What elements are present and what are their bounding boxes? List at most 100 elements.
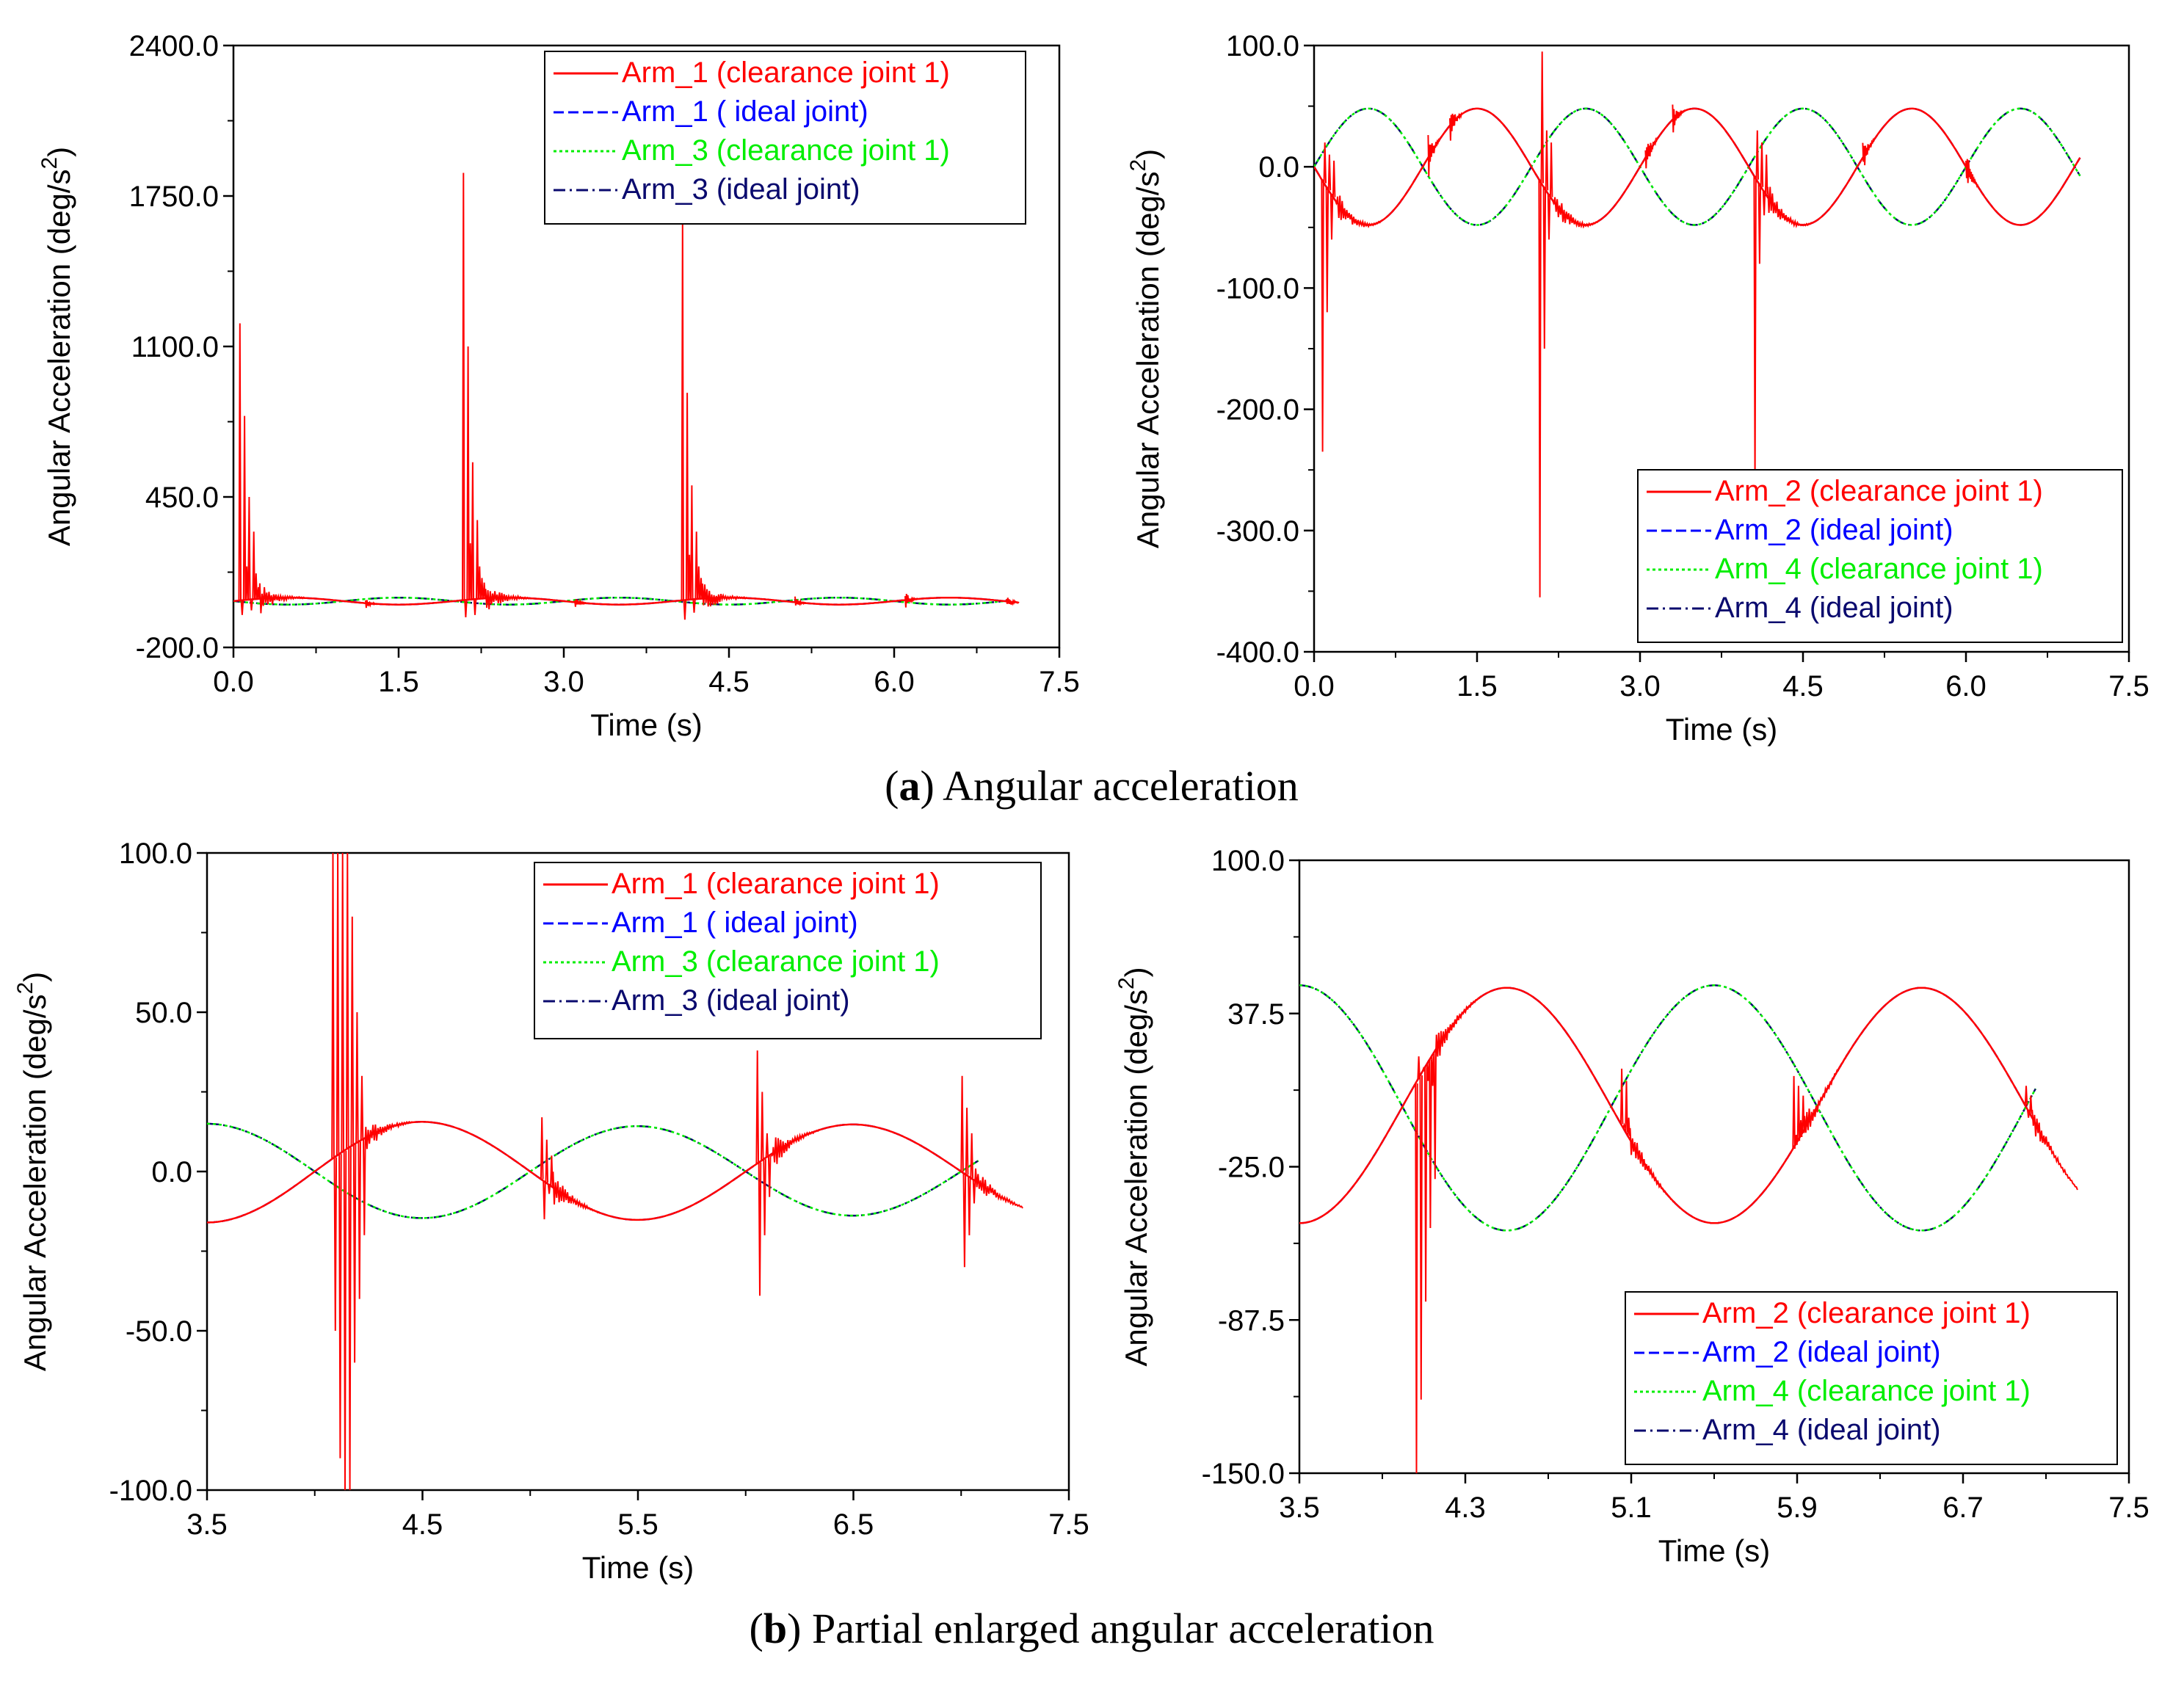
legend: Arm_1 (clearance joint 1) Arm_1 ( ideal j…	[534, 862, 1042, 1039]
y-tick-label: -200.0	[136, 632, 219, 664]
y-tick-label: 100.0	[1211, 845, 1285, 877]
impact-spike	[1415, 995, 1482, 1473]
series-group	[233, 172, 1020, 620]
x-tick-label: 1.5	[378, 666, 419, 698]
impact-spike	[238, 323, 305, 615]
y-tick-label: 37.5	[1227, 998, 1285, 1031]
small-disturbance	[1006, 597, 1020, 606]
y-axis-label: Angular Acceleration (deg/s2)	[37, 147, 76, 546]
legend-label: Arm_4 (ideal joint)	[1702, 1414, 1941, 1446]
impact-spike	[1538, 51, 1600, 597]
legend-label: Arm_3 (ideal joint)	[612, 984, 850, 1017]
x-tick-label: 5.9	[1777, 1492, 1818, 1524]
x-tick-label: 6.0	[874, 666, 915, 698]
series-group	[1314, 51, 2081, 597]
series-group	[207, 853, 1023, 1490]
caption-b-text: Partial enlarged angular acceleration	[801, 1605, 1434, 1652]
legend-label: Arm_2 (ideal joint)	[1702, 1336, 1941, 1368]
y-tick-label: -300.0	[1216, 515, 1299, 548]
impact-spike	[755, 1050, 821, 1296]
legend: Arm_2 (clearance joint 1) Arm_2 (ideal jo…	[1637, 469, 2123, 643]
y-tick-label: -150.0	[1202, 1458, 1285, 1490]
x-tick-label: 3.5	[186, 1508, 228, 1541]
chart-a-left: -200.0 450.0 1100.0 1750.0 2400.0 0.0 1.5 3.0 4.…	[37, 30, 1080, 742]
impact-spike	[462, 172, 532, 618]
x-tick-label: 3.0	[543, 666, 584, 698]
y-tick-label: -100.0	[1216, 272, 1299, 305]
y-tick-label: 450.0	[145, 482, 219, 514]
impact-spike	[960, 1075, 1023, 1268]
series-line	[207, 1122, 979, 1219]
x-tick-label: 4.5	[1782, 670, 1824, 702]
caption-a-letter: a	[899, 762, 921, 810]
chart-a-right: -400.0 -300.0 -200.0 -100.0 0.0 100.0 0.0 1.5 3.…	[1126, 30, 2149, 747]
series-line	[233, 596, 1010, 606]
x-tick-label: 3.0	[1619, 670, 1661, 702]
series-line	[233, 596, 1010, 606]
x-tick-label: 6.5	[833, 1508, 874, 1541]
y-tick-label: 1750.0	[129, 181, 219, 213]
x-tick-label: 4.5	[402, 1508, 443, 1541]
y-axis-label: Angular Acceleration (deg/s2)	[13, 972, 52, 1371]
caption-b-letter: b	[763, 1605, 787, 1652]
y-tick-label: 0.0	[151, 1156, 192, 1188]
small-disturbance	[1862, 137, 1876, 166]
small-disturbance	[1427, 134, 1441, 176]
series-group	[1299, 984, 2078, 1473]
y-tick-label: 1100.0	[131, 331, 219, 363]
small-disturbance	[1644, 137, 1658, 169]
legend-label: Arm_4 (clearance joint 1)	[1702, 1375, 2031, 1407]
y-tick-label: -50.0	[126, 1315, 192, 1348]
small-disturbance	[1965, 159, 1979, 189]
y-axis-label: Angular Acceleration (deg/s2)	[1126, 149, 1165, 548]
x-axis-label: Time (s)	[1666, 712, 1777, 747]
impact-spike	[331, 853, 413, 1490]
y-tick-label: -100.0	[109, 1475, 192, 1507]
legend-label: Arm_2 (ideal joint)	[1715, 514, 1953, 546]
series-line	[1314, 107, 2081, 226]
small-disturbance	[574, 598, 588, 607]
x-tick-label: 4.5	[708, 666, 750, 698]
legend-box	[544, 51, 1026, 225]
y-tick-label: 0.0	[1258, 151, 1299, 184]
legend-label: Arm_1 (clearance joint 1)	[622, 57, 950, 89]
y-tick-label: 2400.0	[129, 30, 219, 62]
x-tick-label: 6.7	[1942, 1492, 1984, 1524]
chart-b-left: -100.0 -50.0 0.0 50.0 100.0 3.5 4.5 5.5 6.5 7.5 Ti…	[13, 838, 1089, 1585]
legend: Arm_1 (clearance joint 1) Arm_1 ( ideal j…	[544, 51, 1026, 225]
y-tick-label: -87.5	[1218, 1304, 1285, 1337]
legend: Arm_2 (clearance joint 1) Arm_2 (ideal jo…	[1625, 1291, 2118, 1465]
legend-label: Arm_1 ( ideal joint)	[612, 907, 858, 939]
legend-label: Arm_1 ( ideal joint)	[622, 95, 868, 128]
caption-a: (a) Angular acceleration	[885, 762, 1299, 810]
x-axis-label: Time (s)	[1658, 1533, 1770, 1568]
impact-spike	[1619, 1068, 1677, 1205]
series-line	[1314, 107, 2081, 226]
x-tick-label: 5.1	[1611, 1492, 1652, 1524]
caption-b: (b) Partial enlarged angular acceleratio…	[750, 1605, 1434, 1652]
x-tick-label: 5.5	[617, 1508, 659, 1541]
impact-spike	[540, 1117, 601, 1220]
small-disturbance	[365, 600, 379, 609]
x-axis-label: Time (s)	[582, 1550, 694, 1585]
caption-a-text: Angular acceleration	[935, 762, 1299, 810]
legend-label: Arm_1 (clearance joint 1)	[612, 868, 940, 900]
y-tick-label: -200.0	[1216, 394, 1299, 426]
small-disturbance	[1672, 104, 1686, 133]
x-tick-label: 0.0	[1294, 670, 1335, 702]
legend-label: Arm_4 (clearance joint 1)	[1715, 553, 2043, 585]
x-tick-label: 4.3	[1445, 1492, 1486, 1524]
chart-b-right: -150.0 -87.5 -25.0 37.5 100.0 3.5 4.3 5.1 5.9 6.7…	[1114, 845, 2149, 1568]
legend-label: Arm_4 (ideal joint)	[1715, 592, 1953, 624]
y-tick-label: 100.0	[119, 838, 192, 870]
x-tick-label: 6.0	[1945, 670, 1987, 702]
y-tick-label: -25.0	[1218, 1152, 1285, 1184]
impact-spike	[2024, 1086, 2078, 1191]
x-axis-label: Time (s)	[590, 708, 702, 742]
x-tick-label: 7.5	[1048, 1508, 1089, 1541]
y-axis-label: Angular Acceleration (deg/s2)	[1114, 967, 1153, 1366]
x-tick-label: 7.5	[2108, 1492, 2149, 1524]
legend-box	[1637, 469, 2123, 643]
x-tick-label: 3.5	[1279, 1492, 1320, 1524]
legend-label: Arm_3 (ideal joint)	[622, 173, 860, 206]
